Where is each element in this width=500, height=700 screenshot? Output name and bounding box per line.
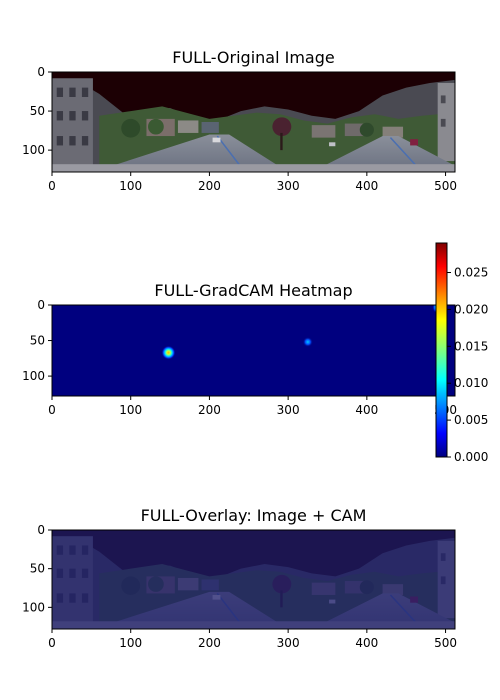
y-tick-label: 0 xyxy=(37,298,45,312)
axes-frame xyxy=(51,304,456,397)
cam-overlay xyxy=(52,530,455,629)
x-tick-label: 500 xyxy=(434,636,457,650)
x-tick-label: 200 xyxy=(198,179,221,193)
hotspot-3 xyxy=(302,336,313,347)
x-tick-label: 500 xyxy=(434,179,457,193)
y-tick-label: 50 xyxy=(30,104,45,118)
panel-title: FULL-GradCAM Heatmap xyxy=(154,281,352,300)
y-tick-label: 100 xyxy=(22,143,45,157)
colorbar-tick-label: 0.010 xyxy=(454,376,488,390)
colorbar-frame xyxy=(435,242,448,458)
panel-title: FULL-Overlay: Image + CAM xyxy=(141,506,367,525)
axes-frame xyxy=(51,71,456,173)
y-tick-label: 50 xyxy=(30,562,45,576)
colorbar-tick-label: 0.020 xyxy=(454,302,488,316)
image-area xyxy=(52,305,455,396)
x-tick-label: 0 xyxy=(48,403,56,417)
y-tick-label: 100 xyxy=(22,600,45,614)
x-tick-label: 200 xyxy=(198,636,221,650)
x-tick-label: 100 xyxy=(119,403,142,417)
x-tick-label: 300 xyxy=(277,403,300,417)
x-tick-label: 0 xyxy=(48,179,56,193)
x-tick-label: 300 xyxy=(277,636,300,650)
heatmap-background xyxy=(52,305,455,396)
x-tick-label: 400 xyxy=(355,636,378,650)
colorbar-tick-label: 0.000 xyxy=(454,450,488,464)
x-tick-label: 400 xyxy=(355,179,378,193)
colorbar-gradient xyxy=(436,243,447,457)
panel-title: FULL-Original Image xyxy=(172,48,334,67)
x-tick-label: 400 xyxy=(355,403,378,417)
x-tick-label: 0 xyxy=(48,636,56,650)
colorbar-tick-label: 0.015 xyxy=(454,339,488,353)
image-area xyxy=(52,72,455,172)
y-tick-label: 0 xyxy=(37,65,45,79)
axes-frame xyxy=(51,529,456,630)
x-tick-label: 100 xyxy=(119,179,142,193)
y-tick-label: 50 xyxy=(30,334,45,348)
panel-2: FULL-GradCAM Heatmap01002003004005000501… xyxy=(22,281,457,417)
x-tick-label: 300 xyxy=(277,179,300,193)
x-tick-label: 100 xyxy=(119,636,142,650)
image-area xyxy=(52,530,455,629)
colorbar-tick-label: 0.025 xyxy=(454,266,488,280)
y-tick-label: 100 xyxy=(22,369,45,383)
hotspot-1 xyxy=(161,345,176,360)
colorbar: 0.000 0.005 0.010 0.015 0.020 0.025 xyxy=(435,242,488,464)
panel-1: FULL-Original Image 0 100 200 300 400 500 0 50 10… xyxy=(22,48,457,193)
street-photo xyxy=(52,72,455,172)
panel-3: FULL-Overlay: Image + CAM 0 100 200 300 400 50… xyxy=(22,506,457,650)
y-tick-label: 0 xyxy=(37,523,45,537)
colorbar-tick-label: 0.005 xyxy=(454,413,488,427)
x-tick-label: 200 xyxy=(198,403,221,417)
